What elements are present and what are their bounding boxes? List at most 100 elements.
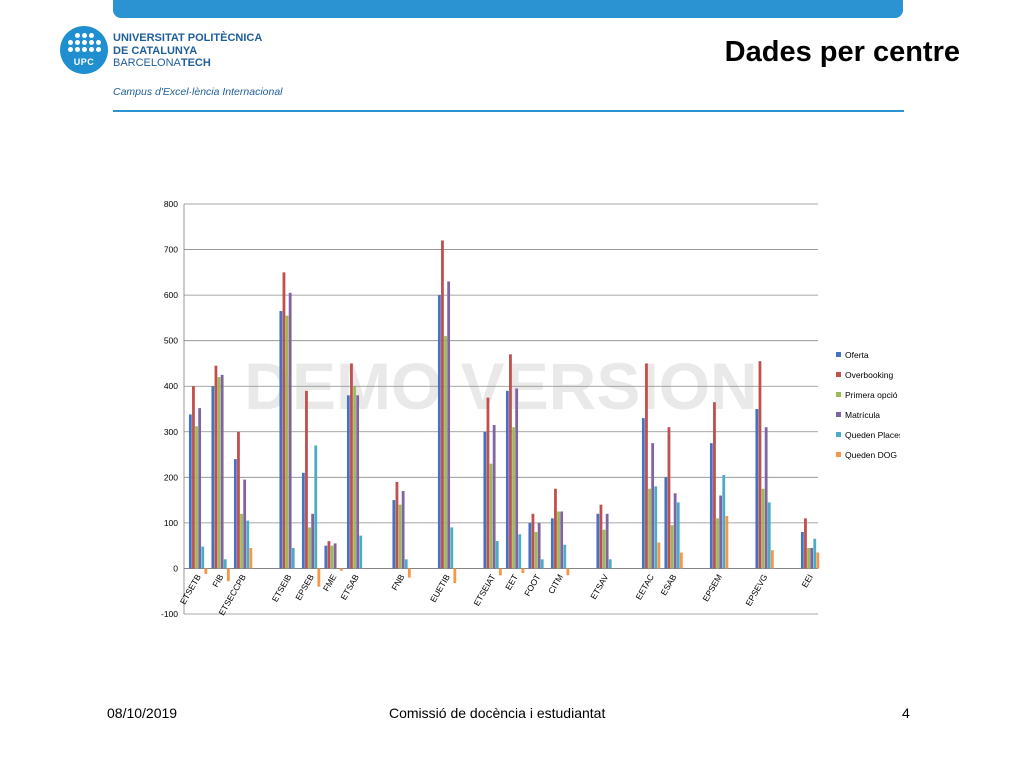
- bar: [233, 459, 237, 569]
- x-tick-label: ETSETB: [178, 572, 203, 606]
- bar: [453, 568, 457, 584]
- logo-dot: [75, 47, 80, 52]
- bar: [407, 568, 411, 578]
- bar: [246, 520, 250, 569]
- logo-dot: [89, 47, 94, 52]
- bar: [192, 386, 195, 569]
- bar: [667, 427, 671, 569]
- bar: [211, 386, 215, 569]
- bar: [288, 292, 292, 569]
- bar: [226, 568, 230, 582]
- bar: [563, 544, 567, 569]
- bar: [602, 529, 606, 569]
- bar: [240, 513, 243, 569]
- bar: [651, 443, 655, 569]
- bar: [654, 486, 658, 569]
- bar: [401, 491, 405, 569]
- university-name-line3-part1: BARCELONA: [113, 57, 181, 69]
- bar: [641, 418, 645, 569]
- bar: [550, 518, 554, 569]
- logo-dot: [89, 33, 94, 38]
- bar: [767, 502, 771, 569]
- x-tick-label: EPSEB: [293, 572, 316, 602]
- page-title: Dades per centre: [724, 36, 960, 68]
- logo-dot: [68, 40, 73, 45]
- bar: [217, 377, 221, 569]
- bar: [528, 522, 532, 569]
- y-tick-label: 500: [164, 336, 178, 346]
- bar: [195, 426, 198, 569]
- bar: [220, 374, 224, 569]
- bar: [356, 395, 360, 569]
- bar: [285, 315, 289, 569]
- bar: [512, 427, 515, 569]
- bar: [657, 542, 661, 569]
- x-tick-label: EUETIB: [428, 572, 452, 604]
- bar: [534, 532, 538, 569]
- bar: [521, 568, 525, 573]
- bar: [531, 513, 535, 569]
- x-tick-label: CITM: [546, 572, 565, 595]
- y-tick-label: -100: [161, 609, 178, 619]
- bar: [670, 525, 674, 569]
- university-name-line3-part2: TECH: [180, 57, 211, 69]
- x-tick-label: FNB: [389, 572, 406, 592]
- legend-label: Primera opció: [845, 390, 898, 400]
- x-tick-label: FME: [321, 572, 339, 593]
- bar: [719, 495, 723, 569]
- bar: [679, 552, 683, 569]
- bar: [346, 395, 350, 569]
- legend-swatch: [836, 432, 841, 437]
- bar: [492, 424, 496, 569]
- bar: [311, 513, 315, 569]
- x-tick-label: ETSAB: [338, 572, 361, 601]
- y-tick-label: 700: [164, 245, 178, 255]
- x-tick-label: EPSEM: [700, 572, 724, 603]
- bar: [317, 568, 321, 587]
- x-tick-label: ETSEIAT: [471, 572, 497, 607]
- bar: [282, 272, 286, 569]
- logo-dot: [89, 40, 94, 45]
- bar: [560, 511, 564, 569]
- bar: [816, 552, 820, 569]
- bar: [441, 240, 444, 569]
- bar: [188, 414, 192, 569]
- bar: [673, 493, 677, 569]
- bar: [201, 546, 205, 569]
- bar: [596, 513, 600, 569]
- legend-swatch: [836, 352, 841, 357]
- bar-chart: DEMO VERSION-100010020030040050060070080…: [161, 199, 900, 619]
- bar: [537, 522, 541, 569]
- campus-tagline: Campus d'Excel·lència Internacional: [113, 86, 283, 98]
- logo-dot: [75, 40, 80, 45]
- bar: [498, 568, 502, 576]
- top-accent-bar: [113, 0, 903, 18]
- bar: [198, 408, 202, 569]
- y-tick-label: 600: [164, 290, 178, 300]
- x-tick-label: ESAB: [658, 572, 678, 597]
- bar: [444, 336, 447, 569]
- bar: [648, 488, 651, 569]
- bar: [608, 559, 612, 569]
- y-tick-label: 300: [164, 427, 178, 437]
- bar: [291, 547, 295, 569]
- bar: [305, 390, 308, 569]
- bar: [540, 559, 544, 569]
- bar: [515, 388, 519, 569]
- y-tick-label: 0: [173, 563, 178, 573]
- y-tick-label: 800: [164, 199, 178, 209]
- university-name-line2: DE CATALUNYA: [113, 44, 198, 57]
- bar: [722, 475, 726, 569]
- university-name: UNIVERSITAT POLITÈCNICA DE CATALUNYA BAR…: [113, 32, 262, 70]
- bar: [243, 479, 247, 569]
- bar: [279, 311, 283, 569]
- legend-swatch: [836, 392, 841, 397]
- bar: [518, 534, 522, 569]
- bar: [599, 504, 603, 569]
- legend-label: Oferta: [845, 350, 869, 360]
- logo-dot: [75, 33, 80, 38]
- bar: [450, 527, 454, 569]
- logo-dot: [82, 33, 87, 38]
- logo-dot: [96, 40, 101, 45]
